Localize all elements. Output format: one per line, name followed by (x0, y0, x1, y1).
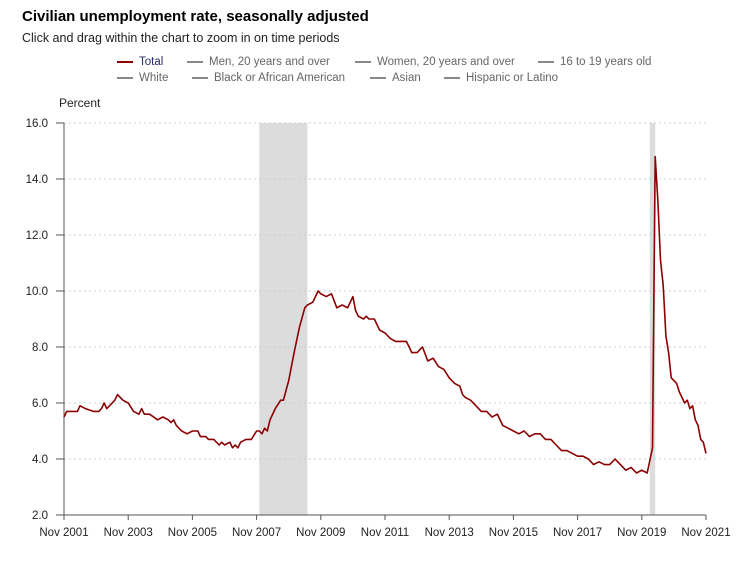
legend-item-hispanic[interactable]: Hispanic or Latino (444, 72, 558, 84)
y-tick-label: 16.0 (26, 118, 48, 130)
y-tick-label: 14.0 (26, 174, 48, 186)
legend-item-black[interactable]: Black or African American (192, 72, 345, 84)
series-layer (63, 155, 707, 474)
x-tick-label: Nov 2011 (361, 527, 409, 539)
y-tick-labels: 16.0 14.0 12.0 10.0 8.0 6.0 4.0 2.0 (26, 118, 48, 522)
legend-label: Total (139, 56, 164, 68)
y-tick-label: 12.0 (26, 230, 48, 242)
axes (56, 122, 707, 520)
y-tick-label: 4.0 (32, 454, 48, 466)
x-tick-label: Nov 2013 (425, 527, 474, 539)
legend-label: Asian (392, 72, 421, 84)
legend-item-men[interactable]: Men, 20 years and over (187, 56, 330, 68)
y-tick-label: 6.0 (32, 398, 48, 410)
x-tick-label: Nov 2009 (296, 527, 345, 539)
x-tick-label: Nov 2021 (681, 527, 730, 539)
legend-swatch-icon (117, 61, 133, 63)
legend-swatch-icon (192, 77, 208, 79)
x-tick-label: Nov 2001 (39, 527, 88, 539)
legend-label: White (139, 72, 169, 84)
legend-label: Men, 20 years and over (209, 56, 330, 68)
y-tick-label: 2.0 (32, 510, 48, 522)
y-tick-label: 10.0 (26, 286, 48, 298)
legend-swatch-icon (538, 61, 554, 63)
series-line-total[interactable] (63, 155, 707, 474)
legend-swatch-icon (370, 77, 386, 79)
legend-item-asian[interactable]: Asian (370, 72, 421, 84)
x-tick-label: Nov 2017 (553, 527, 602, 539)
x-tick-labels: Nov 2001 Nov 2003 Nov 2005 Nov 2007 Nov 2009… (39, 527, 730, 539)
legend-swatch-icon (187, 61, 203, 63)
x-tick-label: Nov 2005 (168, 527, 217, 539)
y-axis-label: Percent (59, 96, 101, 110)
legend-item-total[interactable]: Total (117, 56, 163, 68)
legend-item-teens[interactable]: 16 to 19 years old (538, 56, 651, 68)
recession-band-0 (259, 123, 308, 515)
chart-title: Civilian unemployment rate, seasonally a… (22, 8, 369, 25)
legend-item-white[interactable]: White (117, 72, 168, 84)
y-tick-label: 8.0 (32, 342, 48, 354)
legend-item-women[interactable]: Women, 20 years and over (355, 56, 515, 68)
legend-label: 16 to 19 years old (560, 56, 652, 68)
x-tick-label: Nov 2007 (232, 527, 281, 539)
legend-swatch-icon (444, 77, 460, 79)
legend-label: Women, 20 years and over (377, 56, 515, 68)
x-tick-label: Nov 2015 (489, 527, 538, 539)
gridlines (64, 122, 706, 460)
chart-subtitle: Click and drag within the chart to zoom … (22, 31, 340, 45)
recession-band-1 (649, 123, 656, 515)
legend-swatch-icon (355, 61, 371, 63)
recession-shading (259, 123, 656, 515)
x-tick-label: Nov 2003 (104, 527, 153, 539)
x-tick-label: Nov 2019 (617, 527, 666, 539)
legend-label: Black or African American (214, 72, 346, 84)
legend-swatch-icon (117, 77, 133, 79)
legend-label: Hispanic or Latino (466, 72, 559, 84)
